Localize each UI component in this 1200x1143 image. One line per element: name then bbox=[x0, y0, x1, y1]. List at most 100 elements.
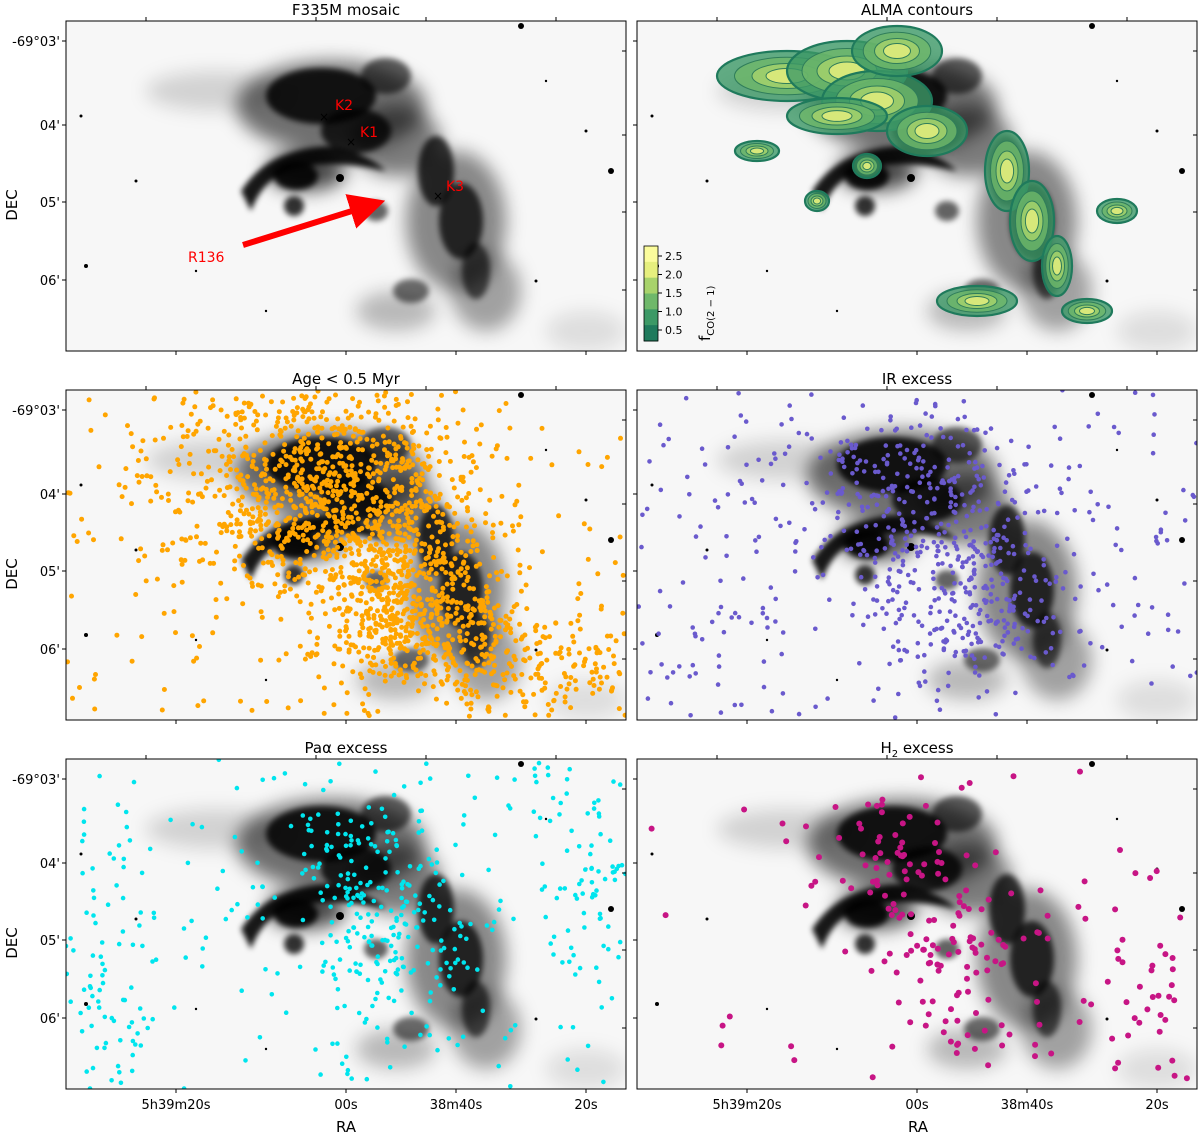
data-point bbox=[454, 521, 460, 526]
data-point bbox=[429, 596, 434, 602]
data-point bbox=[342, 597, 347, 603]
data-point bbox=[792, 569, 798, 574]
data-point bbox=[994, 596, 1000, 602]
data-point bbox=[481, 661, 487, 667]
data-point bbox=[1008, 603, 1013, 608]
data-point bbox=[390, 523, 396, 529]
data-point bbox=[370, 557, 376, 563]
data-point bbox=[260, 777, 265, 783]
data-point bbox=[403, 549, 408, 555]
colorbar-swatch bbox=[644, 293, 658, 310]
data-point bbox=[876, 686, 881, 692]
data-point bbox=[425, 467, 431, 473]
data-point bbox=[946, 457, 952, 462]
data-point bbox=[295, 428, 301, 434]
data-point bbox=[938, 426, 943, 431]
data-point bbox=[659, 662, 664, 667]
data-point bbox=[312, 534, 318, 540]
data-point bbox=[1002, 943, 1009, 950]
data-point bbox=[249, 506, 255, 512]
data-point bbox=[1150, 450, 1156, 456]
data-point bbox=[367, 580, 373, 586]
data-point bbox=[1116, 430, 1121, 436]
data-point bbox=[371, 499, 377, 505]
data-point bbox=[837, 452, 842, 457]
data-point bbox=[439, 938, 444, 943]
data-point bbox=[292, 505, 298, 511]
data-point bbox=[604, 454, 610, 460]
data-point bbox=[128, 431, 134, 437]
data-point bbox=[392, 575, 398, 581]
data-point bbox=[153, 957, 159, 962]
data-point bbox=[147, 846, 153, 852]
data-point bbox=[377, 518, 383, 524]
data-point bbox=[613, 638, 619, 644]
data-point bbox=[347, 440, 353, 446]
data-point bbox=[436, 593, 442, 599]
data-point bbox=[335, 585, 341, 591]
data-point bbox=[575, 618, 581, 624]
data-point bbox=[189, 633, 195, 639]
data-point bbox=[210, 397, 216, 403]
data-point bbox=[1025, 550, 1031, 556]
data-point bbox=[988, 929, 995, 936]
data-point bbox=[409, 476, 415, 481]
data-point bbox=[210, 630, 216, 636]
data-point bbox=[434, 847, 440, 852]
data-point bbox=[395, 967, 401, 972]
data-point bbox=[338, 569, 344, 575]
data-point bbox=[303, 448, 309, 454]
data-point bbox=[1011, 468, 1016, 473]
data-point bbox=[336, 426, 342, 432]
data-point bbox=[89, 1023, 94, 1029]
data-point bbox=[936, 531, 942, 537]
data-point bbox=[434, 860, 440, 865]
data-point bbox=[234, 467, 240, 473]
data-point bbox=[1088, 489, 1093, 495]
data-point bbox=[873, 469, 878, 475]
data-point bbox=[667, 604, 673, 609]
data-point bbox=[143, 578, 149, 584]
data-point bbox=[683, 395, 689, 401]
data-point bbox=[924, 499, 930, 505]
colorbar-swatch bbox=[644, 277, 658, 294]
data-point bbox=[129, 1068, 135, 1074]
data-point bbox=[934, 819, 941, 826]
data-point bbox=[316, 425, 322, 431]
data-point bbox=[1013, 690, 1018, 696]
data-point bbox=[373, 460, 379, 466]
data-point bbox=[753, 538, 758, 543]
data-point bbox=[736, 614, 742, 620]
data-point bbox=[647, 459, 652, 464]
data-point bbox=[415, 531, 421, 537]
data-point bbox=[677, 664, 682, 669]
data-point bbox=[417, 570, 423, 575]
data-point bbox=[637, 604, 641, 609]
data-point bbox=[408, 423, 414, 429]
data-point bbox=[902, 499, 907, 505]
data-point bbox=[394, 542, 400, 548]
data-point bbox=[992, 958, 999, 965]
data-point bbox=[969, 641, 974, 647]
data-point bbox=[397, 590, 403, 596]
ra-tick-label: 5h39m20s bbox=[141, 1098, 210, 1113]
data-point bbox=[369, 919, 375, 924]
data-point bbox=[324, 830, 330, 835]
data-point bbox=[468, 469, 474, 475]
data-point bbox=[418, 603, 424, 609]
data-point bbox=[1115, 1059, 1122, 1066]
data-point bbox=[282, 425, 288, 431]
data-point bbox=[250, 459, 256, 464]
data-point bbox=[183, 955, 188, 960]
data-point bbox=[409, 621, 415, 627]
data-point bbox=[457, 634, 463, 640]
data-point bbox=[390, 548, 396, 554]
data-point bbox=[391, 418, 397, 424]
data-point bbox=[273, 491, 278, 497]
data-point bbox=[241, 563, 246, 568]
data-point bbox=[332, 432, 337, 438]
data-point bbox=[739, 702, 744, 708]
data-point bbox=[1034, 998, 1040, 1005]
data-point bbox=[1020, 625, 1025, 631]
data-point bbox=[293, 560, 299, 566]
